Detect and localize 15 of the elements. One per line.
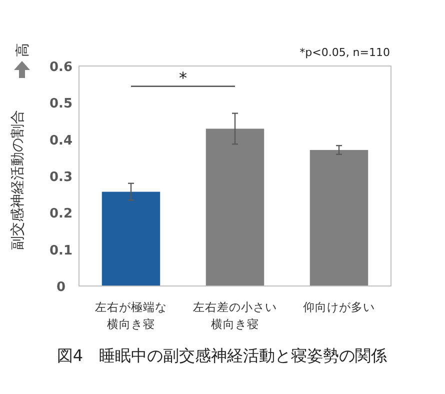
y-tick-label: 0.2 xyxy=(49,206,73,222)
x-tick-label: 仰向けが多い xyxy=(303,300,375,314)
y-tick-label: 0 xyxy=(56,280,66,295)
x-tick-label: 左右差の小さい横向き寝 xyxy=(193,300,277,331)
y-tick-label: 0.1 xyxy=(49,243,73,258)
text: 図4 睡眠中の副交感神経活動と寝姿勢の関係 xyxy=(56,346,388,365)
x-tick-label: 左右が極端な横向き寝 xyxy=(95,300,167,331)
text: *p<0.05, n=110 xyxy=(300,46,390,59)
annotation: * xyxy=(179,68,187,88)
y-tick-label: 0.4 xyxy=(49,133,73,148)
y-tick-label: 0.6 xyxy=(49,60,73,75)
y-axis-title: 副交感神経活動の割合 xyxy=(10,110,26,250)
text: 高 xyxy=(15,43,31,57)
y-tick-label: 0.5 xyxy=(49,96,73,112)
y-tick-label: 0.3 xyxy=(49,170,73,185)
